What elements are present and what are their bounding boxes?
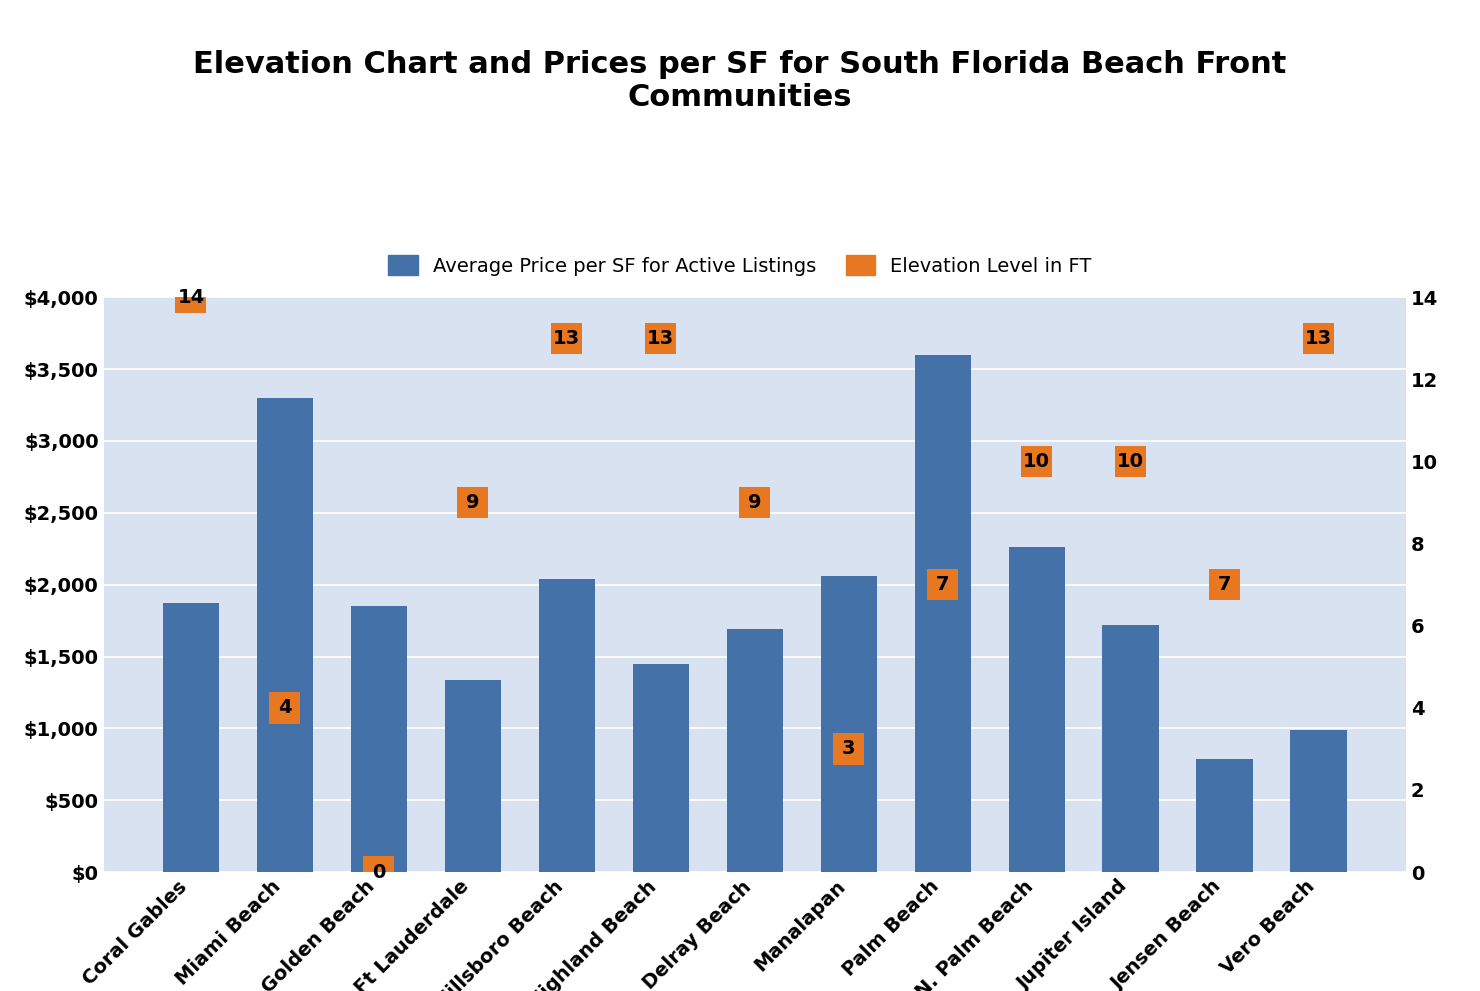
Text: 4: 4 bbox=[278, 699, 292, 717]
Text: 0: 0 bbox=[373, 862, 386, 882]
Legend: Average Price per SF for Active Listings, Elevation Level in FT: Average Price per SF for Active Listings… bbox=[380, 248, 1100, 283]
Text: Elevation Chart and Prices per SF for South Florida Beach Front
Communities: Elevation Chart and Prices per SF for So… bbox=[194, 50, 1286, 112]
FancyBboxPatch shape bbox=[1114, 446, 1146, 478]
Bar bbox=[351, 606, 407, 872]
Bar bbox=[163, 604, 219, 872]
Bar bbox=[1008, 547, 1066, 872]
Bar bbox=[256, 398, 314, 872]
FancyBboxPatch shape bbox=[928, 569, 958, 601]
Text: 3: 3 bbox=[842, 739, 855, 758]
Bar bbox=[915, 355, 971, 872]
Text: 13: 13 bbox=[1305, 329, 1332, 348]
Bar bbox=[727, 629, 783, 872]
FancyBboxPatch shape bbox=[645, 322, 676, 354]
Text: 9: 9 bbox=[747, 494, 762, 512]
Text: 10: 10 bbox=[1117, 452, 1144, 471]
Bar bbox=[632, 664, 690, 872]
FancyBboxPatch shape bbox=[1209, 569, 1240, 601]
FancyBboxPatch shape bbox=[457, 487, 488, 518]
Text: 10: 10 bbox=[1023, 452, 1051, 471]
Bar bbox=[444, 680, 502, 872]
Text: 7: 7 bbox=[1218, 575, 1231, 595]
Text: 13: 13 bbox=[554, 329, 580, 348]
Bar bbox=[820, 576, 878, 872]
Text: 13: 13 bbox=[647, 329, 675, 348]
FancyBboxPatch shape bbox=[269, 692, 300, 723]
FancyBboxPatch shape bbox=[364, 856, 395, 888]
Text: 7: 7 bbox=[935, 575, 950, 595]
Bar bbox=[539, 579, 595, 872]
FancyBboxPatch shape bbox=[1021, 446, 1052, 478]
FancyBboxPatch shape bbox=[833, 733, 864, 765]
Text: 9: 9 bbox=[466, 494, 480, 512]
FancyBboxPatch shape bbox=[176, 281, 207, 313]
Bar bbox=[1196, 758, 1254, 872]
Bar bbox=[1291, 729, 1347, 872]
Bar bbox=[1103, 625, 1159, 872]
FancyBboxPatch shape bbox=[740, 487, 770, 518]
FancyBboxPatch shape bbox=[1302, 322, 1333, 354]
FancyBboxPatch shape bbox=[552, 322, 582, 354]
Text: 14: 14 bbox=[178, 287, 204, 307]
